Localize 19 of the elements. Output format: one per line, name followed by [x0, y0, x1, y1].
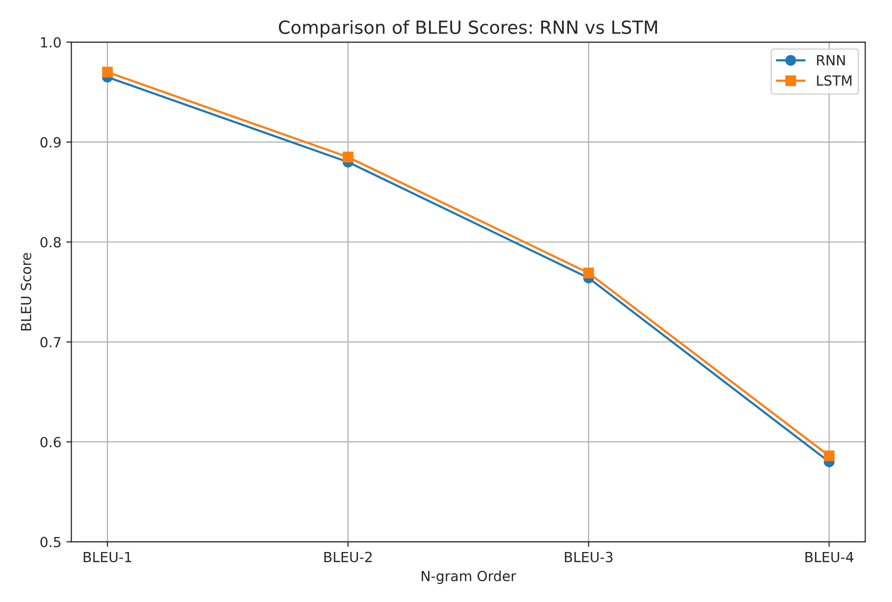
y-tick-label: 0.9	[40, 137, 61, 148]
x-tick-label: BLEU-3	[564, 552, 612, 562]
legend-label: LSTM	[817, 75, 852, 86]
legend-label: RNN	[817, 55, 845, 66]
y-tick-label: 0.5	[40, 536, 60, 548]
chart-title: Comparison of BLEU Scores: RNN vs LSTM	[278, 20, 657, 38]
x-axis-title: N-gram Order	[422, 570, 516, 584]
x-tick-label: BLEU-4	[805, 552, 854, 562]
y-tick-label: 0.7	[40, 336, 60, 348]
x-tick-label: BLEU-1	[84, 552, 132, 562]
y-tick-label: 0.6	[40, 436, 61, 448]
x-tick-label: BLEU-2	[324, 552, 372, 562]
point	[342, 152, 354, 162]
y-tick-label: 0.8	[40, 236, 61, 248]
point	[102, 66, 113, 78]
point	[824, 450, 835, 462]
y-axis-title: BLEU Score	[20, 252, 32, 330]
y-tick-label: 1.0	[41, 37, 61, 48]
point	[583, 268, 594, 278]
